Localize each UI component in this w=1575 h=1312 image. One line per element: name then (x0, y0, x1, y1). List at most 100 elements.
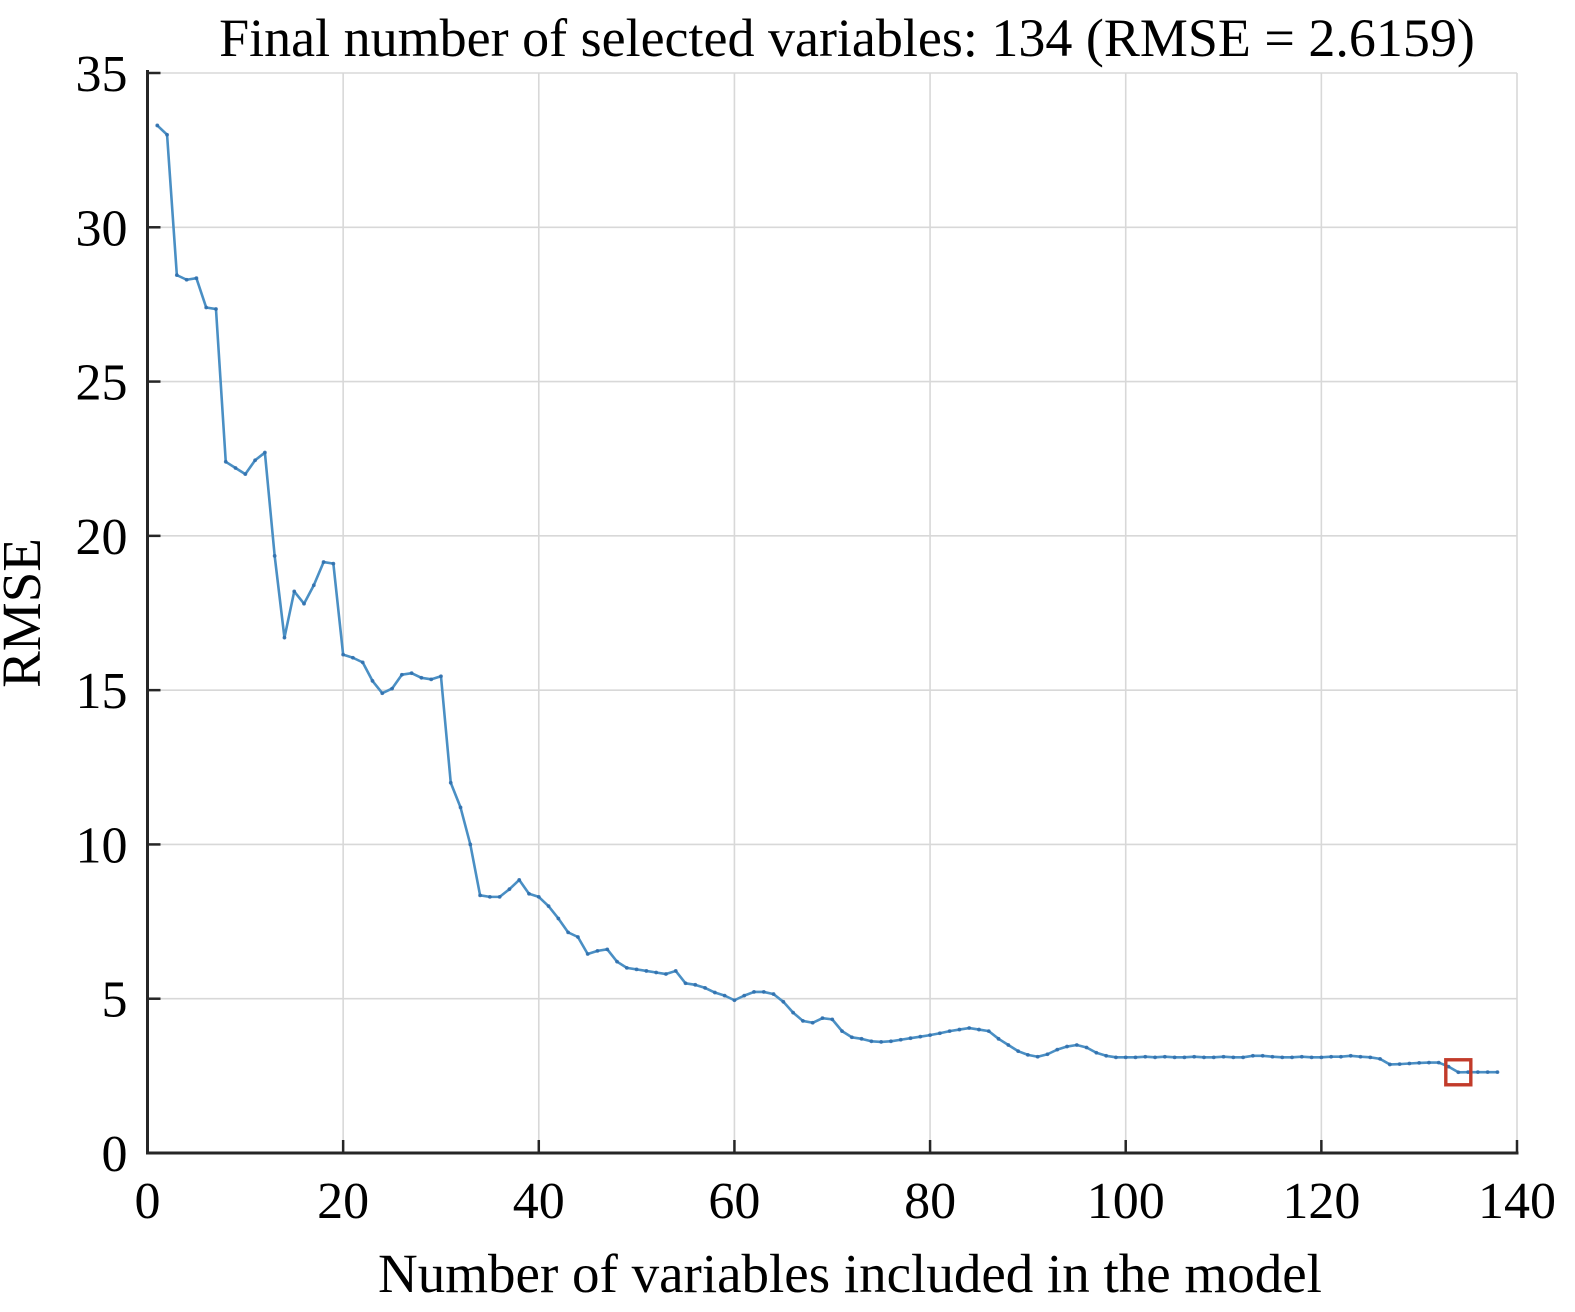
data-point-dot (1172, 1055, 1177, 1060)
data-point-dot (869, 1039, 874, 1044)
data-point-dot (1427, 1060, 1431, 1065)
y-tick-label: 20 (76, 509, 128, 566)
y-tick-label: 35 (76, 46, 128, 103)
data-point-dot (204, 305, 209, 310)
data-point-dot (292, 589, 297, 594)
data-point-dot (311, 583, 316, 588)
data-point-dot (977, 1027, 981, 1032)
data-point-dot (791, 1010, 796, 1015)
x-tick-label: 140 (1478, 1173, 1556, 1230)
data-point-dot (1016, 1049, 1021, 1054)
rmse-series (155, 123, 1500, 1087)
selected-point-marker (1444, 1058, 1473, 1087)
data-point-dot (810, 1020, 815, 1025)
data-point-dot (556, 916, 561, 921)
data-point-dot (1436, 1060, 1441, 1065)
axes (146, 70, 1519, 1155)
data-point-dot (409, 671, 414, 676)
data-point-dot (1290, 1055, 1294, 1060)
data-point-dot (1055, 1047, 1060, 1052)
data-point-dot (1407, 1061, 1412, 1066)
data-point-dot (986, 1029, 991, 1034)
data-point-dot (351, 655, 355, 660)
data-point-dot (1495, 1070, 1500, 1075)
data-point-dot (840, 1029, 844, 1034)
data-point-dot (1417, 1060, 1422, 1065)
data-point-dot (1348, 1053, 1353, 1058)
data-point-dot (507, 887, 512, 892)
data-point-dot (634, 967, 639, 972)
data-point-dot (341, 652, 346, 657)
data-point-dot (957, 1027, 962, 1032)
data-point-dot (879, 1040, 884, 1044)
x-tick-label: 40 (513, 1173, 565, 1230)
data-point-dot (1270, 1054, 1275, 1059)
data-point-dot (1241, 1055, 1245, 1060)
data-point-dot (781, 999, 786, 1004)
data-point-dot (1045, 1052, 1050, 1057)
y-tick-label: 15 (76, 663, 128, 720)
data-point-dot (194, 276, 199, 281)
data-point-dot (1397, 1062, 1402, 1067)
data-point-dot (302, 601, 306, 606)
data-point-dot (546, 904, 551, 909)
data-point-dot (1378, 1056, 1382, 1061)
data-point-dot (1358, 1054, 1363, 1059)
x-tick-label: 120 (1282, 1173, 1360, 1230)
data-point-dot (566, 930, 571, 935)
data-point-dot (1319, 1055, 1324, 1060)
data-point-dot (830, 1017, 835, 1022)
data-point-dot (165, 132, 169, 137)
data-point-dot (262, 450, 267, 455)
x-tick-label: 60 (708, 1173, 760, 1230)
data-point-dot (419, 675, 424, 680)
y-tick-label: 30 (76, 200, 128, 257)
data-point-dot (673, 969, 678, 973)
data-point-dot (448, 780, 453, 785)
data-point-dot (1084, 1045, 1089, 1050)
data-point-dot (429, 677, 434, 682)
data-point-dot (683, 981, 688, 986)
y-tick-label: 5 (102, 972, 128, 1029)
data-point-dot (1231, 1055, 1236, 1060)
data-point-dot (859, 1036, 864, 1041)
data-point-dot (605, 947, 610, 952)
y-tick-label: 0 (102, 1126, 128, 1183)
data-point-dot (1182, 1055, 1187, 1060)
data-point-dot (527, 891, 531, 896)
data-point-dot (1368, 1055, 1373, 1060)
data-point-dot (360, 660, 365, 665)
data-point-dot (1260, 1053, 1265, 1058)
data-point-dot (1485, 1070, 1490, 1075)
data-point-dot (1309, 1055, 1314, 1060)
data-point-dot (761, 990, 766, 994)
data-point-dot (947, 1029, 952, 1034)
data-point-dot (752, 990, 756, 994)
data-point-dot (331, 561, 336, 566)
data-point-dot (233, 466, 238, 470)
data-point-dot (742, 993, 747, 998)
data-point-dot (1202, 1055, 1206, 1060)
data-point-dot (370, 678, 375, 683)
data-point-dot (928, 1033, 932, 1038)
data-point-dot (615, 959, 619, 964)
x-tick-label: 20 (317, 1173, 369, 1230)
data-point-dot (1143, 1054, 1148, 1059)
data-point-dot (1192, 1054, 1197, 1059)
data-point-dot (996, 1036, 1001, 1041)
data-point-dot (820, 1016, 825, 1021)
data-point-dot (654, 970, 659, 975)
data-point-dot (497, 894, 502, 899)
data-point-dot (1006, 1043, 1011, 1047)
data-point-dot (937, 1031, 942, 1036)
data-point-dot (223, 459, 228, 464)
data-point-dot (253, 458, 258, 463)
data-point-dot (155, 123, 160, 128)
y-axis-label: RMSE (0, 538, 52, 688)
data-point-dot (918, 1034, 923, 1039)
data-point-dot (1299, 1054, 1304, 1059)
data-point-dot (1466, 1070, 1470, 1075)
data-point-dot (439, 674, 443, 679)
